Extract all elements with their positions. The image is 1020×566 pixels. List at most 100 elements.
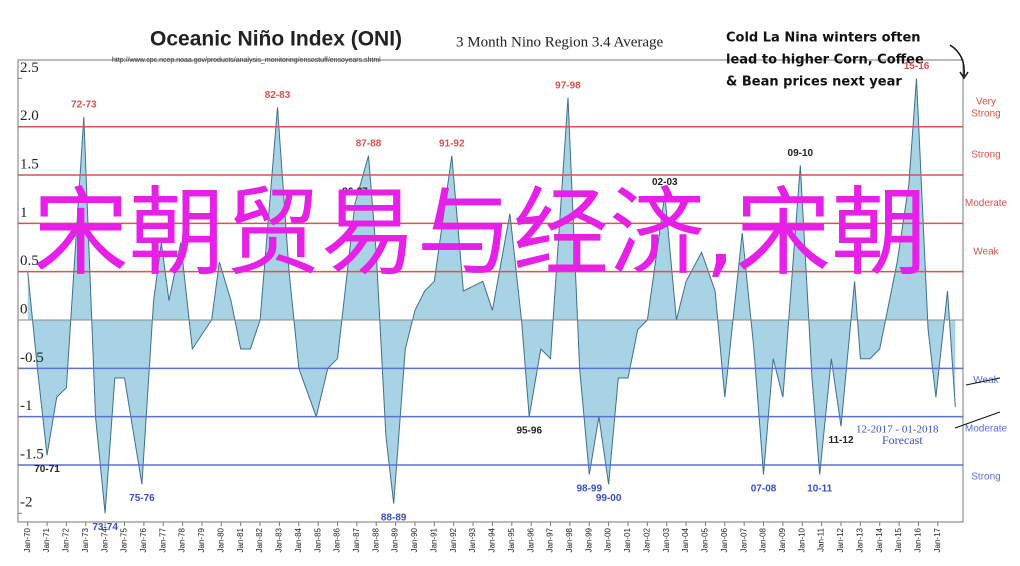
y-tick-label: -1 [20, 398, 33, 414]
x-tick-label: Jan-03 [662, 527, 671, 552]
x-tick-label: Jan-00 [604, 527, 613, 552]
event-label: 02-03 [652, 177, 678, 188]
event-label: 86-87 [342, 187, 368, 198]
event-label: 75-76 [129, 493, 155, 504]
plot-frame [17, 59, 964, 523]
x-tick-label: Jan-17 [933, 527, 942, 552]
event-label: 15-16 [904, 61, 930, 72]
overlay-text: 宋朝贸易与经济,宋朝 [32, 177, 928, 289]
x-tick-label: Jan-85 [313, 527, 322, 552]
x-tick-label: Jan-82 [255, 527, 264, 552]
callout-line: & Bean prices next year [726, 75, 902, 90]
x-tick-label: Jan-02 [642, 527, 651, 552]
x-tick-label: Jan-88 [371, 527, 380, 552]
x-tick-label: Jan-73 [81, 527, 90, 552]
x-tick-label: Jan-81 [236, 527, 245, 552]
x-tick-label: Jan-76 [139, 527, 148, 552]
chart-subtitle: 3 Month Nino Region 3.4 Average [456, 34, 664, 50]
event-label: 72-73 [71, 100, 97, 111]
threshold-label: Strong [971, 472, 1000, 483]
area [27, 78, 956, 514]
chart-title: Oceanic Niño Index (ONI) [150, 28, 402, 51]
callout-line: lead to higher Corn, Coffee [726, 53, 924, 68]
event-label: 73-74 [92, 522, 118, 533]
event-label: 97-98 [555, 80, 581, 91]
x-tick-label: Jan-10 [797, 527, 806, 552]
callout-arrowhead [959, 71, 969, 80]
event-label: 70-71 [34, 464, 60, 475]
x-tick-label: Jan-72 [62, 527, 71, 552]
y-tick-label: -1.5 [20, 446, 44, 462]
event-label: 91-92 [439, 138, 465, 149]
y-tick-label: 0 [20, 301, 28, 317]
callout: Cold La Nina winters often lead to highe… [726, 31, 924, 90]
y-tick-label: 2.0 [20, 108, 39, 124]
x-tick-label: Jan-74 [100, 527, 109, 552]
x-tick-label: Jan-84 [294, 527, 303, 552]
event-label: 09-10 [788, 148, 814, 159]
forecast-arrow [954, 411, 1001, 429]
x-tick-label: Jan-16 [914, 527, 923, 552]
x-tick-label: Jan-77 [158, 527, 167, 552]
x-tick-label: Jan-80 [216, 527, 225, 552]
x-tick-label: Jan-12 [836, 527, 845, 552]
x-tick-label: Jan-06 [720, 527, 729, 552]
x-tick-label: Jan-87 [352, 527, 361, 552]
x-tick-label: Jan-92 [449, 527, 458, 552]
x-tick-label: Jan-14 [875, 527, 884, 552]
x-tick-label: Jan-11 [817, 527, 826, 551]
event-label: 99-00 [596, 493, 622, 504]
y-tick-label: -2 [20, 495, 33, 511]
y-tick-label: 1 [20, 205, 28, 221]
x-tick-label: Jan-98 [565, 527, 574, 552]
x-tick-label: Jan-75 [120, 527, 129, 552]
x-tick-label: Jan-15 [894, 527, 903, 552]
x-tick-label: Jan-07 [739, 527, 748, 552]
x-tick-label: Jan-01 [623, 527, 632, 552]
y-tick-label: -0.5 [20, 350, 44, 366]
forecast-arrow [965, 377, 1001, 386]
plot: VeryStrongStrongModerateWeakWeakModerate… [18, 60, 1008, 552]
x-tick-label: Jan-71 [42, 527, 51, 552]
x-tick-label: Jan-99 [584, 527, 593, 552]
x-tick-label: Jan-97 [546, 527, 555, 552]
x-tick-label: Jan-90 [410, 527, 419, 552]
x-tick-label: Jan-09 [778, 527, 787, 552]
x-tick-label: Jan-86 [333, 527, 342, 552]
event-label: 88-89 [381, 512, 407, 523]
threshold-label: Weak [973, 246, 999, 257]
y-tick-label: 1.5 [20, 156, 39, 172]
x-tick-label: Jan-91 [429, 527, 438, 552]
x-tick-label: Jan-94 [488, 527, 497, 552]
y-tick-label: 2.5 [20, 60, 39, 76]
callout-arrow [949, 44, 965, 77]
x-tick-label: Jan-95 [507, 527, 516, 552]
source-url: http://www.cpc.ncep.noaa.gov/products/an… [112, 57, 381, 64]
threshold-label: Moderate [965, 198, 1008, 209]
x-tick-label: Jan-70 [23, 527, 32, 552]
x-tick-label: Jan-13 [855, 527, 864, 552]
event-label: 87-88 [356, 138, 382, 149]
x-tick-label: Jan-08 [759, 527, 768, 552]
x-tick-label: Jan-04 [681, 527, 690, 552]
event-label: 11-12 [828, 435, 853, 446]
x-tick-label: Jan-96 [526, 527, 535, 552]
threshold-label: Very Strong [971, 96, 1000, 119]
event-label: 82-83 [265, 90, 291, 101]
x-tick-label: Jan-79 [197, 527, 206, 552]
x-tick-label: Jan-83 [275, 527, 284, 552]
x-tick-label: Jan-93 [468, 527, 477, 552]
x-tick-label: Jan-89 [391, 527, 400, 552]
event-label: 07-08 [751, 483, 777, 494]
forecast-label: Forecast [882, 433, 923, 447]
threshold-label: Moderate [965, 423, 1008, 434]
event-label: 10-11 [807, 483, 832, 494]
x-tick-label: Jan-05 [701, 527, 710, 552]
event-label: 98-99 [576, 483, 602, 494]
forecast-period: 12-2017 - 01-2018 [856, 424, 939, 436]
event-label: 95-96 [516, 425, 542, 436]
threshold-label: Strong [971, 150, 1000, 161]
callout-line: Cold La Nina winters often [726, 31, 921, 46]
